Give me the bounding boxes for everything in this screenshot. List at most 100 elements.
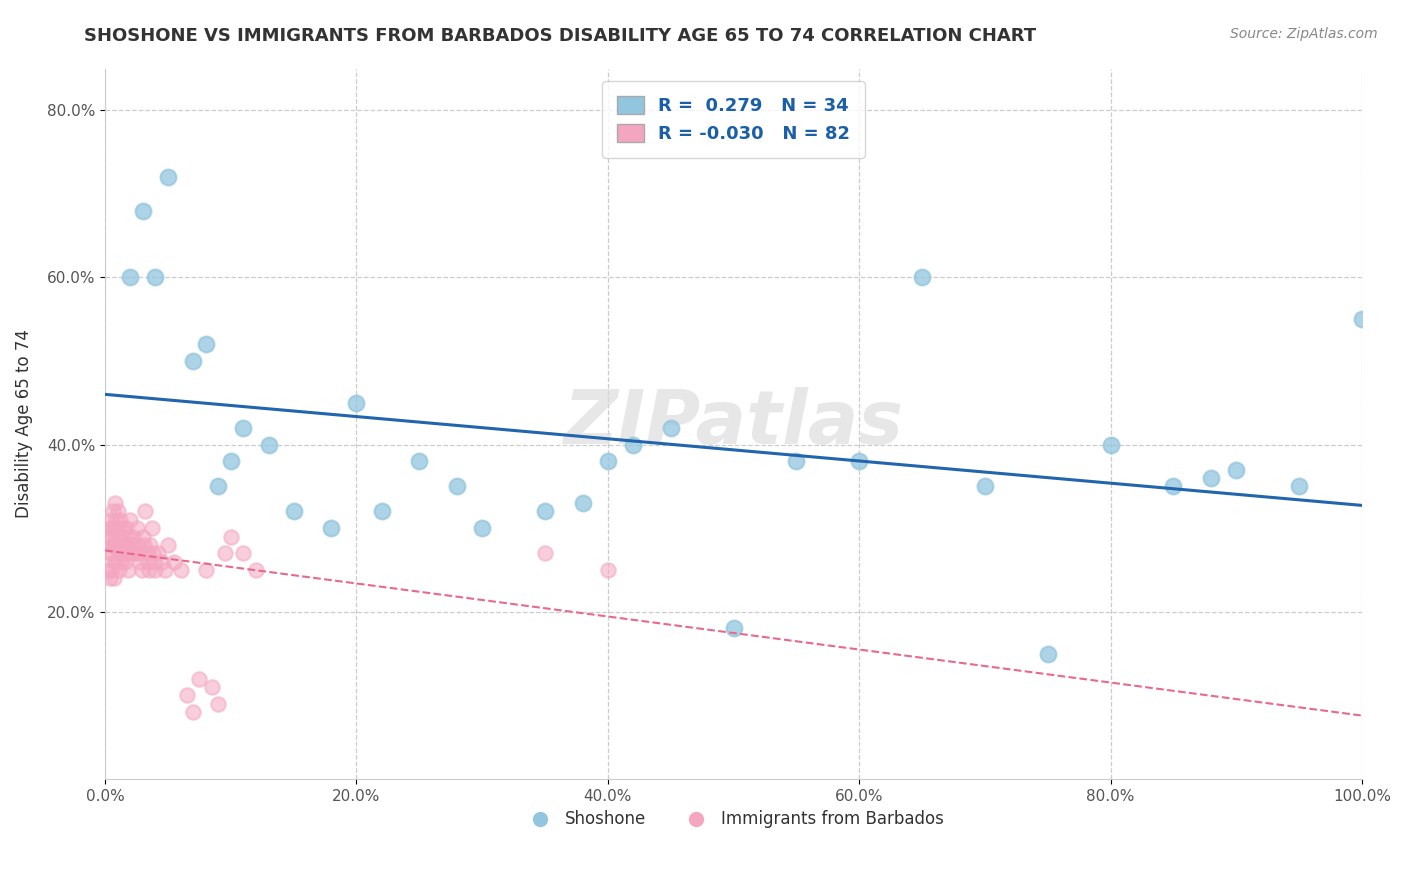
Point [101,538,124,552]
Point [118,530,141,544]
Point [100,546,122,560]
Point [105,513,128,527]
Point [108,513,131,527]
Point [1225,463,1247,477]
Point [98,521,121,535]
Point [104,538,127,552]
Point [111,538,134,552]
Point [408,454,430,468]
Point [219,454,242,468]
Point [534,504,557,518]
Point [97,530,120,544]
Point [104,521,127,535]
Point [207,697,229,711]
Text: Source: ZipAtlas.com: Source: ZipAtlas.com [1230,27,1378,41]
Point [596,563,619,577]
Point [534,546,557,560]
Point [128,546,150,560]
Point [201,680,224,694]
Point [911,270,934,285]
Point [156,538,179,552]
Point [169,563,191,577]
Point [1351,312,1374,326]
Point [146,546,169,560]
Point [471,521,494,535]
Point [120,538,142,552]
Point [134,504,156,518]
Point [176,689,198,703]
Text: SHOSHONE VS IMMIGRANTS FROM BARBADOS DISABILITY AGE 65 TO 74 CORRELATION CHART: SHOSHONE VS IMMIGRANTS FROM BARBADOS DIS… [84,27,1036,45]
Point [121,530,143,544]
Point [232,421,254,435]
Point [321,521,343,535]
Point [105,555,128,569]
Point [107,521,129,535]
Point [104,496,127,510]
Point [188,672,211,686]
Point [136,555,159,569]
Point [142,546,165,560]
Point [1099,437,1122,451]
Point [100,563,122,577]
Point [1163,479,1185,493]
Point [117,563,139,577]
Point [138,563,160,577]
Point [135,546,157,560]
Point [110,546,132,560]
Point [97,563,120,577]
Point [283,504,305,518]
Point [132,203,155,218]
Point [120,513,142,527]
Point [108,546,131,560]
Point [107,504,129,518]
Point [181,705,204,719]
Point [124,546,146,560]
Point [103,571,125,585]
Point [110,555,132,569]
Point [115,538,138,552]
Point [245,563,267,577]
Point [232,546,254,560]
Point [145,563,167,577]
Point [98,546,121,560]
Point [121,546,143,560]
Point [145,270,167,285]
Point [370,504,392,518]
Point [108,530,131,544]
Point [100,513,122,527]
Point [112,546,135,560]
Point [1036,647,1059,661]
Point [1288,479,1310,493]
Y-axis label: Disability Age 65 to 74: Disability Age 65 to 74 [15,329,32,518]
Point [621,437,644,451]
Point [446,479,468,493]
Point [785,454,807,468]
Point [100,530,122,544]
Point [163,555,186,569]
Point [114,555,136,569]
Point [848,454,870,468]
Point [101,521,124,535]
Point [101,504,124,518]
Point [117,546,139,560]
Point [122,538,145,552]
Point [1199,471,1222,485]
Point [723,622,745,636]
Point [114,538,136,552]
Point [346,396,368,410]
Point [155,563,177,577]
Point [156,170,179,185]
Point [141,521,163,535]
Point [115,521,138,535]
Text: ZIPatlas: ZIPatlas [564,387,904,460]
Point [257,437,280,451]
Point [112,530,135,544]
Point [194,337,217,351]
Point [139,538,162,552]
Point [103,538,125,552]
Point [150,555,173,569]
Legend: Shoshone, Immigrants from Barbados: Shoshone, Immigrants from Barbados [516,803,950,835]
Point [125,521,148,535]
Point [571,496,593,510]
Point [103,555,125,569]
